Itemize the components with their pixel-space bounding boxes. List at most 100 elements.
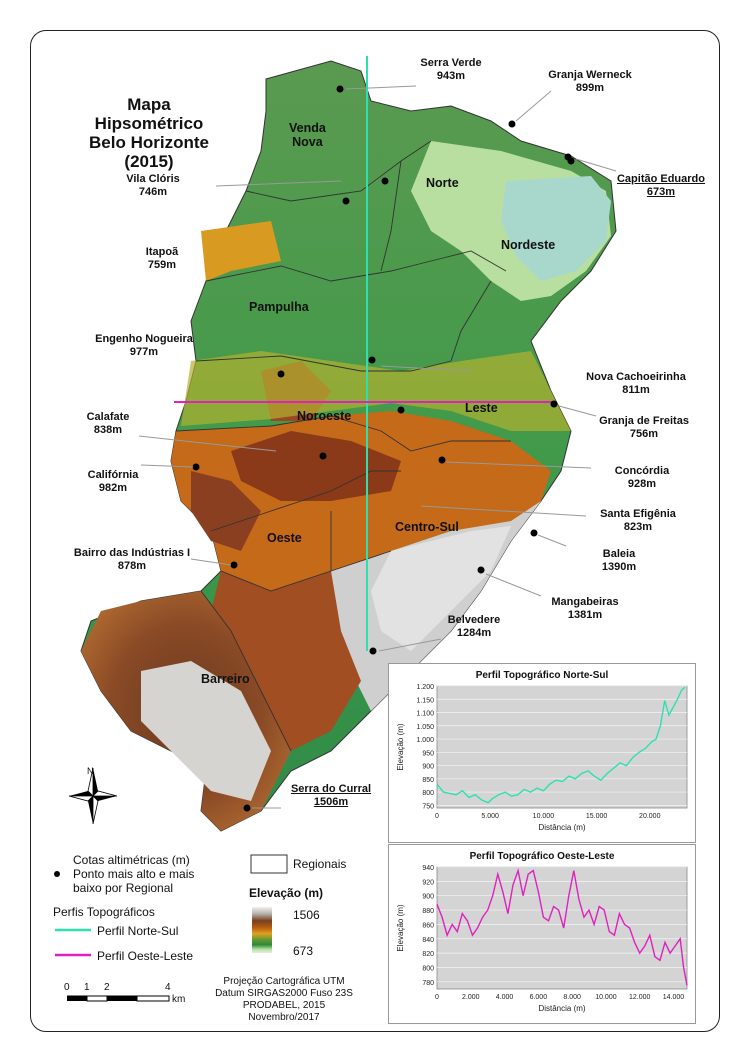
region-leste: Leste — [465, 401, 498, 415]
place-elev: 1506m — [313, 796, 349, 808]
credits: Projeção Cartográfica UTM Datum SIRGAS20… — [209, 976, 359, 1024]
region-venda-nova-line2: Nova — [292, 135, 323, 149]
series-line — [436, 686, 686, 804]
place-concordia: Concórdia 928m — [597, 465, 687, 491]
y-axis-label: Elevação (m) — [396, 723, 405, 770]
region-venda-nova: Venda Nova — [289, 121, 326, 149]
legend-elev-max: 1506 — [293, 908, 320, 922]
region-noroeste: Noroeste — [297, 409, 352, 423]
place-elev: 673m — [646, 186, 676, 198]
north-arrow — [68, 767, 118, 825]
legend-norte-sul: Perfil Norte-Sul — [97, 924, 179, 938]
place-name: Mangabeiras — [551, 596, 619, 608]
place-elev: 756m — [629, 428, 659, 440]
x-tick-label: 15.000 — [586, 813, 608, 820]
y-tick-label: 800 — [422, 790, 434, 797]
place-elev: 746m — [138, 186, 168, 198]
place-name: Bairro das Indústrias I — [73, 547, 191, 559]
x-tick-label: 2.000 — [462, 994, 480, 1001]
scale-tick-1: 1 — [84, 982, 90, 993]
x-tick-label: 0 — [435, 994, 439, 1001]
y-tick-label: 900 — [422, 764, 434, 771]
x-tick-label: 6.000 — [530, 994, 548, 1001]
place-name: Calafate — [86, 411, 130, 423]
place-vila-cloris: Vila Clóris 746m — [113, 173, 193, 199]
y-tick-label: 850 — [422, 777, 434, 784]
credit-line: Projeção Cartográfica UTM — [223, 976, 345, 987]
region-nordeste: Nordeste — [501, 238, 556, 252]
scale-tick-0: 0 — [64, 982, 70, 993]
y-tick-label: 920 — [422, 879, 434, 886]
place-serra-verde: Serra Verde 943m — [411, 57, 491, 83]
compass-n-label: N — [87, 766, 94, 776]
region-norte: Norte — [426, 176, 459, 190]
place-elev: 838m — [93, 424, 123, 436]
x-tick-label: 20.000 — [639, 813, 661, 820]
place-elev: 928m — [627, 478, 657, 490]
y-tick-label: 840 — [422, 937, 434, 944]
x-tick-label: 12.000 — [629, 994, 651, 1001]
x-axis-label: Distância (m) — [538, 823, 585, 832]
place-itapoa: Itapoã 759m — [127, 246, 197, 272]
legend-regionais: Regionais — [293, 857, 347, 871]
y-tick-label: 950 — [422, 750, 434, 757]
x-tick-label: 4.000 — [496, 994, 514, 1001]
place-name: Serra do Curral — [290, 783, 372, 795]
plot-area — [436, 866, 688, 990]
place-name: Engenho Nogueira — [95, 333, 193, 345]
scale-unit: km — [172, 994, 186, 1005]
y-tick-label: 780 — [422, 980, 434, 987]
x-tick-label: 0 — [435, 813, 439, 820]
region-barreiro: Barreiro — [201, 672, 250, 686]
place-elev: 823m — [623, 521, 653, 533]
place-name: Baleia — [602, 548, 636, 560]
title-line-3: (2015) — [124, 152, 174, 171]
scale-bar — [67, 995, 170, 1002]
place-serra-do-curral: Serra do Curral 1506m — [281, 783, 381, 809]
chart-plot: 750 800 850 900 950 1.000 1.050 1.100 1.150 1.200… — [396, 684, 688, 832]
place-mangabeiras: Mangabeiras 1381m — [535, 596, 635, 622]
place-elev: 899m — [575, 82, 605, 94]
place-baleia: Baleia 1390m — [579, 548, 659, 574]
place-name: Itapoã — [145, 246, 179, 258]
place-name: Granja de Freitas — [599, 415, 689, 427]
title-line-1: Mapa Hipsométrico — [94, 95, 204, 133]
x-tick-label: 8.000 — [563, 994, 581, 1001]
legend-elevacao: Elevação (m) — [249, 886, 324, 900]
y-tick-label: 1.050 — [416, 724, 434, 731]
y-tick-label: 900 — [422, 894, 434, 901]
place-granja-werneck: Granja Werneck 899m — [545, 69, 635, 95]
place-santa-efigenia: Santa Efigênia 823m — [583, 508, 693, 534]
credit-line: Novembro/2017 — [248, 1012, 320, 1023]
place-bairro-das-industrias: Bairro das Indústrias I 878m — [67, 547, 197, 573]
place-elev: 1381m — [567, 609, 603, 621]
credit-line: PRODABEL, 2015 — [242, 1000, 326, 1011]
place-nova-cachoeirinha: Nova Cachoeirinha 811m — [571, 371, 701, 397]
y-tick-label: 1.100 — [416, 711, 434, 718]
place-california: Califórnia 982m — [77, 469, 149, 495]
place-name: Granja Werneck — [548, 69, 632, 81]
legend-ponto-line1: Ponto mais alto e mais — [73, 867, 195, 881]
y-tick-label: 880 — [422, 908, 434, 915]
point-markers — [192, 85, 575, 812]
legend-perfis: Perfis Topográficos — [53, 905, 155, 919]
y-tick-label: 800 — [422, 965, 434, 972]
y-tick-label: 750 — [422, 803, 434, 810]
place-calafate: Calafate 838m — [73, 411, 143, 437]
legend-oeste-leste: Perfil Oeste-Leste — [97, 949, 194, 963]
profile-chart-norte-sul: Perfil Topográfico Norte-Sul 750 800 850 90… — [388, 663, 696, 843]
title-line-2: Belo Horizonte — [89, 133, 209, 152]
x-tick-label: 10.000 — [595, 994, 617, 1001]
region-centro-sul: Centro-Sul — [395, 520, 459, 534]
y-tick-label: 1.150 — [416, 697, 434, 704]
credit-line: Datum SIRGAS2000 Fuso 23S — [215, 988, 353, 999]
y-tick-label: 1.000 — [416, 737, 434, 744]
scale-tick-2: 2 — [104, 982, 110, 993]
place-name: Serra Verde — [420, 57, 482, 69]
place-engenho-nogueira: Engenho Nogueira 977m — [79, 333, 209, 359]
plot-area — [436, 685, 688, 809]
y-tick-label: 820 — [422, 951, 434, 958]
place-elev: 811m — [622, 384, 650, 396]
place-name: Califórnia — [87, 469, 139, 481]
hypsometric-map — [54, 56, 617, 1002]
